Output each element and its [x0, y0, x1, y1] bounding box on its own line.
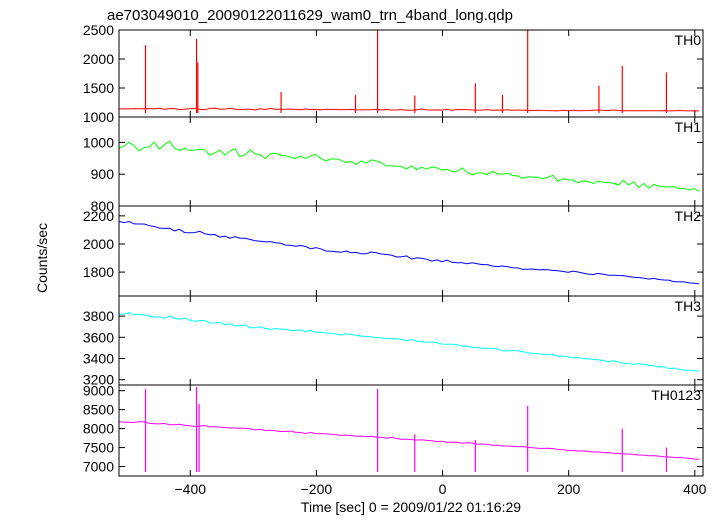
y-tick-label-th2: 2000: [83, 236, 114, 252]
series-line-th1: [119, 140, 700, 192]
y-tick-label-th0: 1000: [83, 109, 114, 125]
series-line-th3: [119, 311, 700, 372]
x-tick-label: 400: [683, 481, 707, 497]
panel-th0123: 7000 7500 8000 8500 9000 TH0123: [83, 383, 704, 477]
y-tick-label-th2: 1800: [83, 264, 114, 280]
chart-title: ae703049010_20090122011629_wam0_trn_4ban…: [107, 7, 513, 24]
y-tick-label-th1: 800: [91, 198, 115, 214]
panel-frame-th1: [118, 116, 704, 207]
y-tick-label-th0123: 7500: [83, 440, 114, 456]
panel-frame-th2: [118, 205, 704, 297]
series-line-th0123: [119, 421, 700, 460]
y-tick-label-th3: 3200: [83, 372, 114, 388]
x-axis-label: Time [sec] 0 = 2009/01/22 01:16:29: [301, 499, 521, 515]
x-tick-label: 200: [557, 481, 581, 497]
y-tick-label-th0: 2500: [83, 22, 114, 38]
y-tick-label-th0: 1500: [83, 80, 114, 96]
panel-th0: 1000 1500 2000 2500 TH0: [83, 22, 704, 125]
panel-th2: 1800 2000 2200 TH2: [83, 205, 704, 297]
series-line-th2: [119, 220, 700, 285]
panel-frame-th3: [118, 295, 704, 386]
x-tick-label: −400: [174, 481, 206, 497]
panel-frame-th0: [118, 29, 704, 118]
series-name-label-th0123: TH0123: [651, 387, 701, 403]
y-axis-label: Counts/sec: [34, 223, 50, 293]
y-tick-label-th2: 2200: [83, 208, 114, 224]
y-tick-label-th0: 2000: [83, 51, 114, 67]
y-tick-label-th3: 3600: [83, 329, 114, 345]
panel-th1: 800 900 1000 TH1: [83, 116, 704, 214]
series-line-th0: [119, 107, 700, 112]
panel-th3: 3200 3400 3600 3800 TH3: [83, 295, 704, 388]
x-tick-label: 0: [439, 481, 447, 497]
y-tick-label-th0123: 8000: [83, 421, 114, 437]
y-tick-label-th1: 1000: [83, 134, 114, 150]
panel-frame-th0123: [118, 384, 704, 477]
panels: 1000150020002500TH08009001000TH118002000…: [83, 22, 707, 497]
series-name-label-th1: TH1: [675, 119, 702, 135]
y-tick-label-th0123: 7000: [83, 459, 114, 475]
series-name-label-th3: TH3: [675, 298, 702, 314]
y-tick-label-th0123: 8500: [83, 402, 114, 418]
y-tick-label-th3: 3800: [83, 308, 114, 324]
series-name-label-th0: TH0: [675, 32, 702, 48]
y-tick-label-th3: 3400: [83, 351, 114, 367]
y-tick-label-th0123: 9000: [83, 383, 114, 399]
y-tick-label-th1: 900: [91, 166, 115, 182]
x-tick-label: −200: [301, 481, 333, 497]
series-name-label-th2: TH2: [675, 208, 702, 224]
